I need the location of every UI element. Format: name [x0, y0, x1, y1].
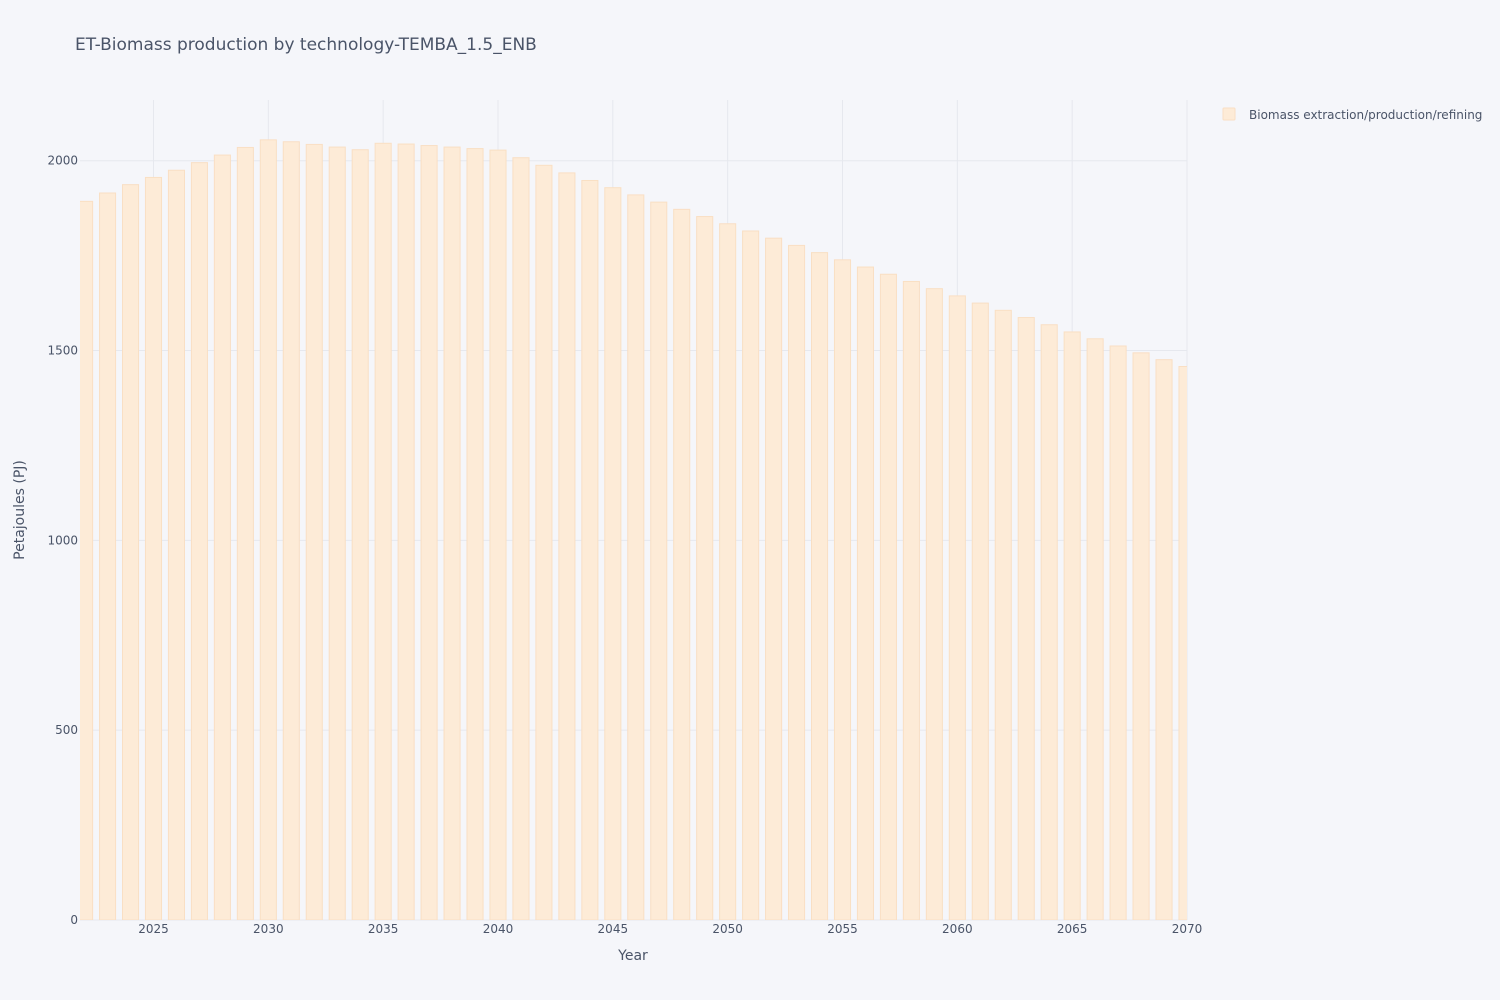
x-tick-label: 2030 — [253, 922, 284, 936]
x-axis-ticks: 2025 2030 2035 2040 2045 2050 2055 2060 2065 2070 — [138, 922, 1202, 936]
x-tick-label: 2045 — [598, 922, 629, 936]
bar-2070[interactable] — [1178, 366, 1195, 921]
bar-2065[interactable] — [1063, 331, 1081, 920]
bar-2048[interactable] — [673, 208, 691, 920]
bar-2036[interactable] — [397, 143, 415, 920]
bar-2054[interactable] — [810, 252, 829, 920]
bar-2062[interactable] — [994, 309, 1012, 920]
bar-2031[interactable] — [282, 141, 300, 920]
y-tick-label: 500 — [55, 723, 78, 737]
bar-2067[interactable] — [1109, 345, 1127, 920]
bar-2046[interactable] — [627, 194, 645, 920]
bar-2041[interactable] — [512, 157, 530, 920]
x-tick-label: 2035 — [368, 922, 399, 936]
bar-2057[interactable] — [879, 273, 897, 920]
y-axis-title: Petajoules (PJ) — [12, 460, 28, 560]
legend-label: Biomass extraction/production/refining — [1249, 108, 1482, 122]
y-tick-label: 1000 — [47, 533, 78, 547]
x-tick-label: 2065 — [1057, 922, 1088, 936]
x-tick-label: 2055 — [827, 922, 858, 936]
bar-2049[interactable] — [696, 216, 714, 920]
x-tick-label: 2025 — [138, 922, 169, 936]
y-tick-label: 2000 — [47, 154, 78, 168]
bar-2024[interactable] — [121, 184, 140, 920]
bar-2038[interactable] — [443, 146, 461, 920]
bar-2042[interactable] — [535, 164, 553, 920]
bar-2060[interactable] — [948, 295, 966, 920]
bar-2040[interactable] — [489, 149, 507, 920]
x-axis-title: Year — [617, 948, 648, 964]
bar-2068[interactable] — [1132, 352, 1150, 920]
legend[interactable]: Biomass extraction/production/refining — [1222, 107, 1482, 122]
x-tick-label: 2050 — [712, 922, 743, 936]
bar-2063[interactable] — [1017, 317, 1035, 920]
bars — [77, 139, 1195, 921]
bar-2053[interactable] — [788, 244, 806, 920]
bar-2043[interactable] — [558, 172, 576, 920]
bar-2037[interactable] — [420, 145, 438, 920]
bar-2051[interactable] — [742, 230, 760, 920]
bar-2064[interactable] — [1040, 324, 1058, 920]
bar-2061[interactable] — [971, 302, 989, 920]
bar-2045[interactable] — [604, 187, 622, 920]
y-tick-label: 1500 — [47, 344, 78, 358]
bar-2050[interactable] — [719, 223, 737, 920]
bar-2029[interactable] — [236, 146, 254, 920]
bar-2055[interactable] — [833, 259, 852, 920]
bar-2033[interactable] — [328, 146, 346, 920]
bar-2023[interactable] — [99, 192, 117, 920]
bar-2052[interactable] — [765, 237, 783, 920]
bar-2026[interactable] — [167, 169, 185, 920]
x-tick-label: 2040 — [483, 922, 514, 936]
bar-2039[interactable] — [466, 148, 484, 920]
bar-2022[interactable] — [77, 200, 94, 920]
bar-2028[interactable] — [213, 154, 231, 920]
legend-swatch — [1222, 107, 1236, 121]
bar-2066[interactable] — [1086, 338, 1104, 920]
bar-2032[interactable] — [305, 143, 323, 920]
y-tick-label: 0 — [70, 913, 78, 927]
bar-2047[interactable] — [650, 201, 668, 920]
x-tick-label: 2070 — [1172, 922, 1203, 936]
chart-title: ET-Biomass production by technology-TEMB… — [75, 35, 537, 55]
bar-2059[interactable] — [925, 288, 943, 920]
bar-2058[interactable] — [902, 280, 920, 920]
bar-2030[interactable] — [259, 139, 277, 920]
bar-2056[interactable] — [856, 266, 875, 920]
bar-2027[interactable] — [190, 162, 208, 920]
bar-2025[interactable] — [144, 176, 163, 920]
y-axis-ticks: 0 500 1000 1500 2000 — [47, 154, 78, 927]
bar-2035[interactable] — [374, 142, 392, 920]
x-tick-label: 2060 — [942, 922, 973, 936]
bar-2069[interactable] — [1155, 359, 1173, 920]
bar-2034[interactable] — [351, 149, 369, 920]
bar-2044[interactable] — [581, 179, 599, 920]
